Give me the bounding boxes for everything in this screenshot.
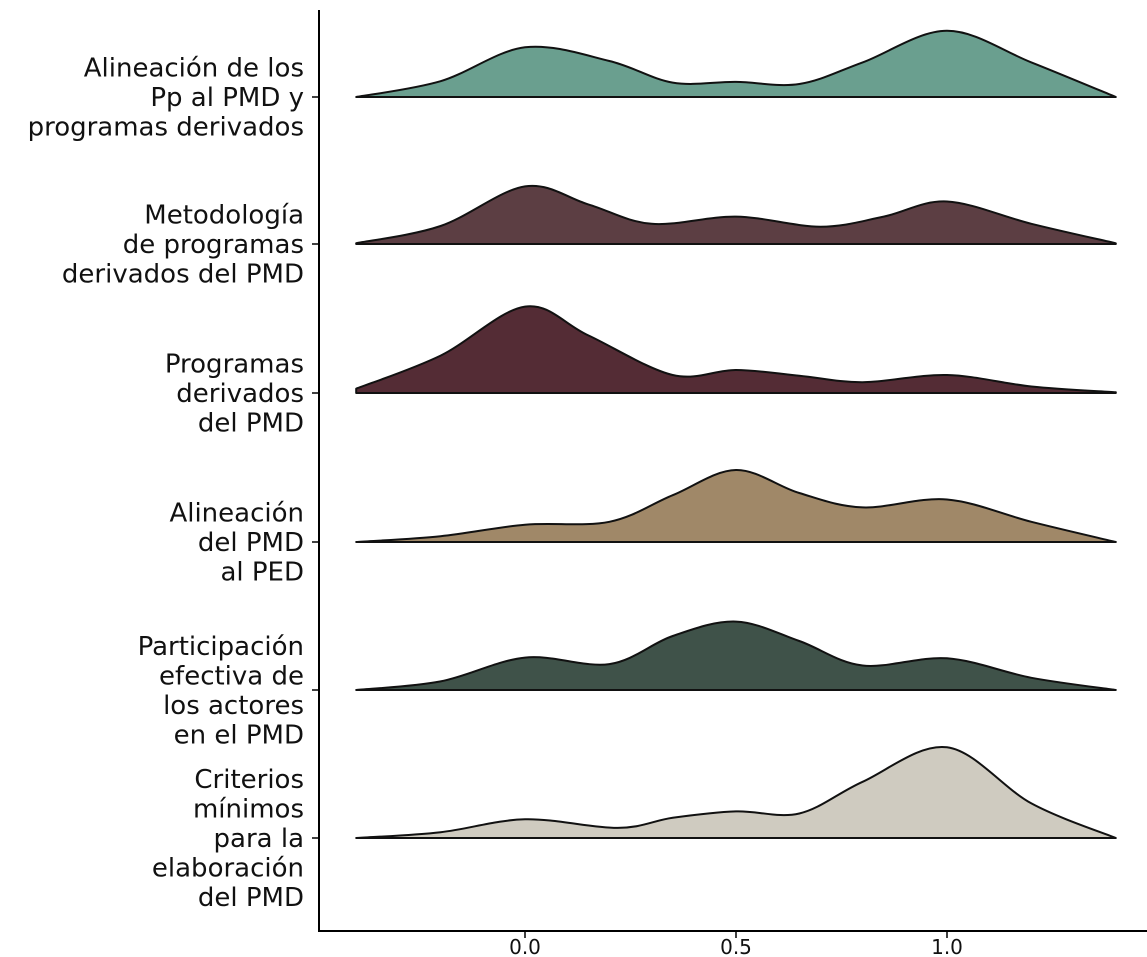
y-tick-label-3: Programas derivados del PMD xyxy=(165,350,304,439)
ridge-series-3 xyxy=(355,305,1117,394)
y-tick-label-line: derivados xyxy=(176,379,304,409)
ridge-series-6 xyxy=(355,746,1117,839)
y-tick-label-line: efectiva de xyxy=(159,661,304,691)
ridge-areas xyxy=(355,29,1117,839)
y-tick-label-line: del PMD xyxy=(198,528,304,558)
y-tick-label-6: Criterios mínimos para la elaboración del PM… xyxy=(152,765,304,913)
y-tick-label-line: al PED xyxy=(220,558,304,588)
y-tick-label-line: en el PMD xyxy=(174,720,304,750)
y-tick-label-line: del PMD xyxy=(198,409,304,439)
x-tick-label-1: 0.0 xyxy=(509,935,541,957)
y-tick-label-line: Metodología xyxy=(144,201,304,231)
y-tick-label-line: mínimos xyxy=(193,795,304,825)
y-tick-label-line: Programas xyxy=(165,350,304,380)
y-tick-label-line: derivados del PMD xyxy=(62,260,304,290)
y-axis-ticks xyxy=(312,96,319,839)
y-tick-label-line: Criterios xyxy=(194,765,304,795)
y-tick-label-line: los actores xyxy=(163,691,304,721)
x-axis-ticks: 0.0 0.5 1.0 xyxy=(509,931,963,957)
y-tick-label-1: Alineación de los Pp al PMD y programas de… xyxy=(28,54,304,143)
x-tick-label-3: 1.0 xyxy=(931,935,963,957)
y-tick-label-2: Metodología de programas derivados del PMD xyxy=(62,201,304,290)
ridge-series-2 xyxy=(355,184,1117,245)
y-tick-label-line: Pp al PMD y xyxy=(150,83,304,113)
y-axis-labels: Alineación de los Pp al PMD y programas de… xyxy=(28,54,304,914)
ridge-series-1 xyxy=(355,29,1117,98)
ridge-series-4 xyxy=(355,468,1117,543)
y-tick-label-line: para la xyxy=(214,824,304,854)
y-tick-label-line: Alineación de los xyxy=(84,54,304,84)
y-tick-label-line: de programas xyxy=(123,230,304,260)
y-tick-label-4: Alineación del PMD al PED xyxy=(169,499,304,588)
y-tick-label-line: Alineación xyxy=(169,499,304,529)
x-tick-label-2: 0.5 xyxy=(720,935,752,957)
y-tick-label-5: Participación efectiva de los actores en el… xyxy=(138,632,304,751)
y-tick-label-line: elaboración xyxy=(152,854,304,884)
y-tick-label-line: Participación xyxy=(138,632,304,662)
ridge-series-5 xyxy=(355,620,1117,691)
y-tick-label-line: programas derivados xyxy=(28,113,304,143)
y-tick-label-line: del PMD xyxy=(198,883,304,913)
